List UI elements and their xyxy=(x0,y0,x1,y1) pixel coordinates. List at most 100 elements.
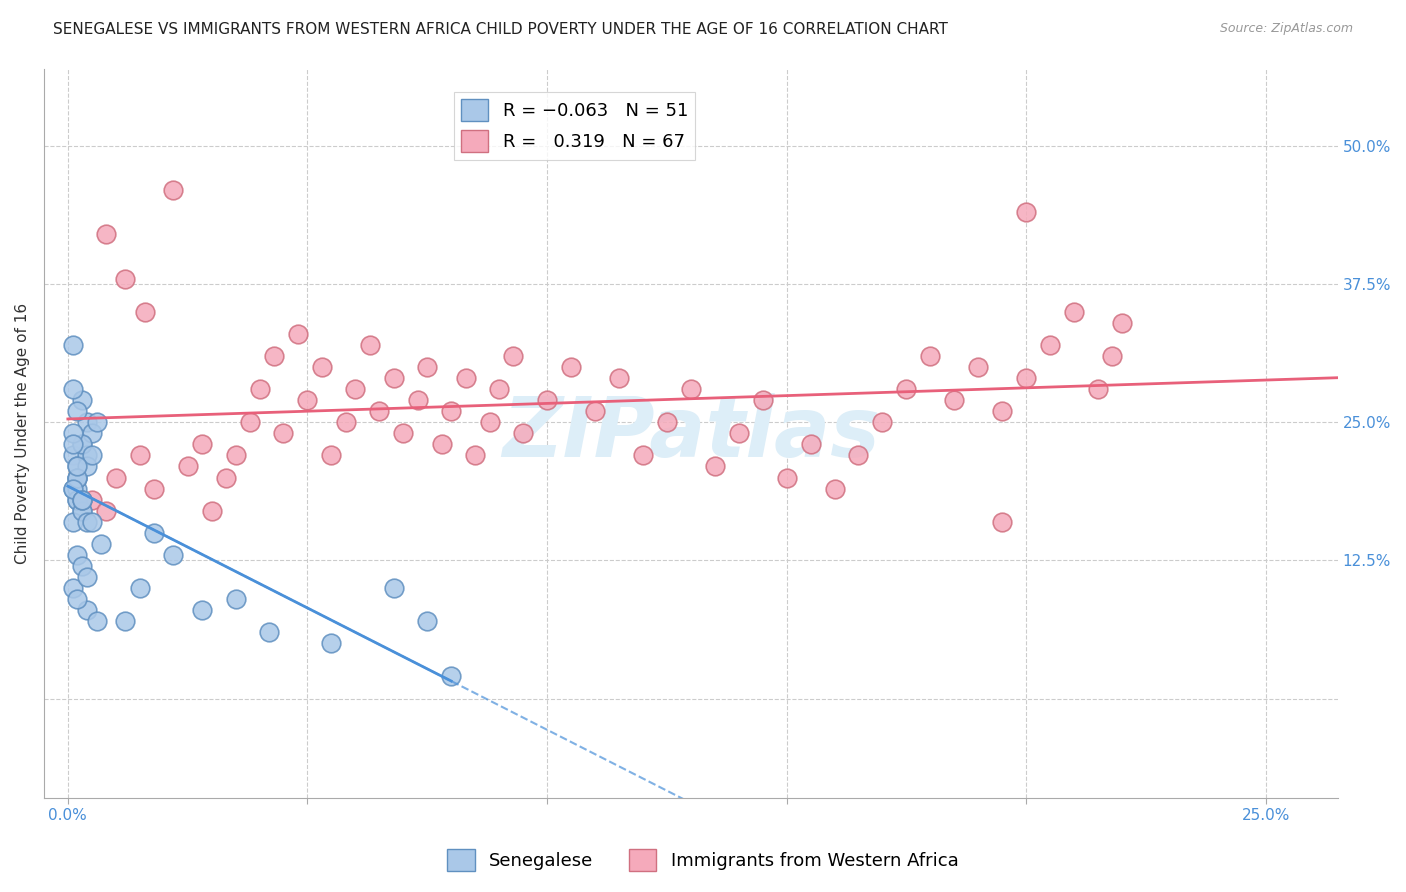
Point xyxy=(536,393,558,408)
Point xyxy=(70,492,93,507)
Point xyxy=(440,404,463,418)
Point xyxy=(607,371,630,385)
Point xyxy=(454,371,477,385)
Point xyxy=(66,492,89,507)
Point xyxy=(86,415,108,429)
Legend: Senegalese, Immigrants from Western Africa: Senegalese, Immigrants from Western Afri… xyxy=(440,842,966,879)
Point xyxy=(76,459,98,474)
Point xyxy=(560,359,582,374)
Point xyxy=(1111,316,1133,330)
Point xyxy=(359,338,381,352)
Point xyxy=(114,271,136,285)
Point xyxy=(70,492,93,507)
Point xyxy=(751,393,773,408)
Point xyxy=(62,482,84,496)
Point xyxy=(943,393,966,408)
Point xyxy=(86,614,108,628)
Point xyxy=(799,437,821,451)
Point xyxy=(62,426,84,441)
Point xyxy=(273,426,295,441)
Point xyxy=(80,426,103,441)
Point xyxy=(62,338,84,352)
Point xyxy=(416,614,439,628)
Point xyxy=(967,359,990,374)
Point xyxy=(162,548,184,562)
Point xyxy=(249,382,271,396)
Point xyxy=(76,515,98,529)
Point xyxy=(478,415,501,429)
Point xyxy=(128,581,150,595)
Point xyxy=(382,581,405,595)
Point xyxy=(727,426,749,441)
Point xyxy=(920,349,942,363)
Point xyxy=(502,349,524,363)
Point xyxy=(70,503,93,517)
Point xyxy=(225,592,247,607)
Point xyxy=(872,415,894,429)
Point xyxy=(76,415,98,429)
Point xyxy=(344,382,367,396)
Point xyxy=(62,449,84,463)
Point xyxy=(66,470,89,484)
Point xyxy=(191,603,214,617)
Point xyxy=(1063,304,1085,318)
Point xyxy=(128,449,150,463)
Point xyxy=(70,437,93,451)
Point xyxy=(440,669,463,683)
Point xyxy=(70,503,93,517)
Point xyxy=(96,227,118,242)
Point xyxy=(62,515,84,529)
Point xyxy=(176,459,198,474)
Point xyxy=(991,404,1014,418)
Point xyxy=(62,581,84,595)
Point xyxy=(335,415,357,429)
Point xyxy=(1039,338,1062,352)
Point xyxy=(66,592,89,607)
Point xyxy=(1015,205,1038,219)
Point xyxy=(104,470,127,484)
Point xyxy=(62,482,84,496)
Point xyxy=(1087,382,1109,396)
Point xyxy=(70,558,93,573)
Point xyxy=(62,382,84,396)
Point xyxy=(991,515,1014,529)
Point xyxy=(1015,371,1038,385)
Point xyxy=(143,482,166,496)
Point xyxy=(631,449,654,463)
Point xyxy=(66,548,89,562)
Point xyxy=(896,382,918,396)
Point xyxy=(679,382,702,396)
Point xyxy=(80,492,103,507)
Point xyxy=(66,459,89,474)
Point xyxy=(76,603,98,617)
Point xyxy=(215,470,238,484)
Point xyxy=(76,570,98,584)
Point xyxy=(70,492,93,507)
Point xyxy=(257,625,280,640)
Point xyxy=(382,371,405,385)
Legend: R = −0.063   N = 51, R =   0.319   N = 67: R = −0.063 N = 51, R = 0.319 N = 67 xyxy=(454,92,696,160)
Point xyxy=(368,404,391,418)
Point xyxy=(311,359,333,374)
Point xyxy=(225,449,247,463)
Point xyxy=(80,449,103,463)
Point xyxy=(297,393,319,408)
Point xyxy=(1101,349,1123,363)
Point xyxy=(263,349,285,363)
Point xyxy=(392,426,415,441)
Point xyxy=(583,404,606,418)
Point xyxy=(416,359,439,374)
Point xyxy=(488,382,510,396)
Point xyxy=(66,404,89,418)
Point xyxy=(775,470,797,484)
Point xyxy=(90,537,112,551)
Point xyxy=(703,459,725,474)
Text: ZIPatlas: ZIPatlas xyxy=(502,392,880,474)
Point xyxy=(80,515,103,529)
Point xyxy=(406,393,429,408)
Point xyxy=(66,482,89,496)
Point xyxy=(287,326,309,341)
Point xyxy=(134,304,156,318)
Point xyxy=(239,415,262,429)
Point xyxy=(70,393,93,408)
